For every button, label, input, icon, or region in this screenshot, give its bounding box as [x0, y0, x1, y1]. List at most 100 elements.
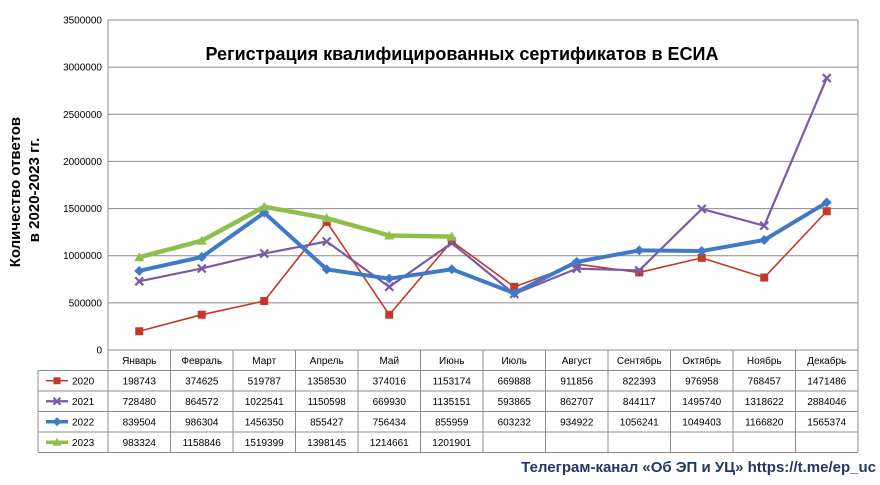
- table-cell: 768457: [748, 377, 782, 388]
- data-point: [385, 310, 394, 319]
- table-cell: 1150598: [308, 397, 347, 408]
- chart-series: [134, 73, 832, 336]
- data-point: [696, 246, 707, 257]
- y-axis-label-line-2: в 2020-2023 гг.: [26, 138, 43, 242]
- data-point: [259, 201, 270, 211]
- table-cell: 1153174: [433, 377, 472, 388]
- x-tick-label: Октябрь: [682, 355, 721, 367]
- table-cell: 1201901: [432, 438, 471, 449]
- data-point: [52, 396, 62, 406]
- data-point: [134, 276, 145, 287]
- data-point: [135, 327, 144, 336]
- table-cell: 374016: [373, 377, 407, 388]
- table-cell: 855959: [435, 418, 469, 429]
- data-point: [510, 282, 519, 291]
- y-axis-label: Количество ответов в 2020-2023 гг.: [7, 113, 43, 268]
- x-tick-label: Июль: [501, 356, 527, 367]
- data-point: [384, 230, 395, 240]
- table-cell: 976958: [685, 377, 719, 388]
- table-cell: 519787: [248, 377, 282, 388]
- x-tick-label: Май: [379, 356, 399, 367]
- data-point: [196, 235, 207, 245]
- data-point: [196, 263, 207, 274]
- data-point: [446, 231, 457, 241]
- data-point: [321, 213, 332, 223]
- y-axis-ticks: 0 500000 1000000 1500000 2000000 2500000 30000…: [63, 16, 102, 357]
- table-cell: 1456350: [245, 418, 284, 429]
- data-point: [384, 273, 395, 284]
- table-cell: 844117: [623, 397, 656, 408]
- data-point: [571, 256, 582, 267]
- data-point: [196, 252, 207, 263]
- data-point: [321, 264, 332, 275]
- table-cell: 756434: [373, 418, 407, 429]
- data-point: [822, 207, 831, 216]
- table-cell: 864572: [185, 397, 219, 408]
- table-cell: 862707: [560, 397, 594, 408]
- x-tick-label: Апрель: [310, 356, 344, 367]
- series-line: [139, 77, 828, 296]
- data-point: [52, 417, 62, 427]
- series-line: [138, 204, 452, 260]
- data-point: [634, 245, 645, 256]
- table-cell: 198743: [123, 377, 157, 388]
- footer-credit: Телеграм-канал «Об ЭП и УЦ» https://t.me…: [521, 459, 876, 476]
- y-tick-label: 3000000: [63, 63, 102, 74]
- y-tick-label: 3500000: [63, 16, 102, 27]
- x-tick-label: Август: [562, 356, 593, 367]
- table-cell: 1214661: [370, 438, 409, 449]
- data-point: [52, 437, 62, 446]
- table-cell: 1358530: [307, 377, 346, 388]
- data-table: Январь Февраль Март Апрель Май Июнь Июль Август…: [37, 20, 859, 453]
- x-tick-label: Июнь: [439, 356, 464, 367]
- table-cell: 911856: [560, 377, 593, 388]
- data-point: [696, 204, 707, 214]
- data-point: [384, 282, 395, 292]
- table-cell: 855427: [310, 418, 344, 429]
- series-2021: [134, 73, 832, 299]
- data-point: [447, 237, 456, 246]
- y-tick-label: 0: [96, 346, 102, 357]
- x-tick-label: Декабрь: [807, 355, 846, 367]
- y-tick-label: 500000: [69, 298, 103, 309]
- x-tick-label: Ноябрь: [747, 355, 782, 367]
- table-cell: 986304: [185, 418, 219, 429]
- data-point: [321, 236, 332, 247]
- chart-grid: [107, 19, 858, 351]
- series-2020: [135, 207, 831, 336]
- data-point: [134, 252, 145, 262]
- y-tick-label: 1500000: [63, 204, 102, 215]
- x-tick-label: Март: [252, 356, 276, 367]
- y-axis-label-line-1: Количество ответов: [7, 117, 24, 267]
- table-cell: 1318622: [745, 397, 784, 408]
- table-cell: 669888: [498, 377, 532, 388]
- data-point: [260, 296, 269, 305]
- chart-title: Регистрация квалифицированных сертификат…: [206, 44, 719, 64]
- table-cell: 1056241: [620, 418, 659, 429]
- data-point: [821, 197, 832, 208]
- table-cell: 593865: [498, 397, 532, 408]
- legend-label: 2020: [72, 377, 95, 388]
- table-cell: 1495740: [682, 397, 721, 408]
- table-cell: 669930: [373, 397, 407, 408]
- table-cell: 934922: [560, 418, 594, 429]
- data-point: [634, 265, 645, 276]
- y-tick-label: 2000000: [63, 157, 102, 168]
- table-cell: 983324: [123, 438, 157, 449]
- data-point: [759, 220, 770, 231]
- table-cell: 1158846: [183, 438, 222, 449]
- legend-label: 2021: [72, 397, 95, 408]
- table-cell: 839504: [123, 418, 157, 429]
- data-point: [760, 273, 769, 282]
- series-2023: [134, 201, 457, 262]
- data-point: [571, 263, 582, 274]
- x-tick-label: Февраль: [181, 356, 222, 367]
- data-point: [509, 288, 520, 299]
- x-tick-label: Сентябрь: [617, 355, 662, 367]
- series-2022: [134, 197, 832, 299]
- legend-label: 2023: [72, 438, 95, 449]
- table-cell: 374625: [185, 377, 219, 388]
- data-point: [134, 265, 145, 276]
- data-point: [635, 268, 644, 277]
